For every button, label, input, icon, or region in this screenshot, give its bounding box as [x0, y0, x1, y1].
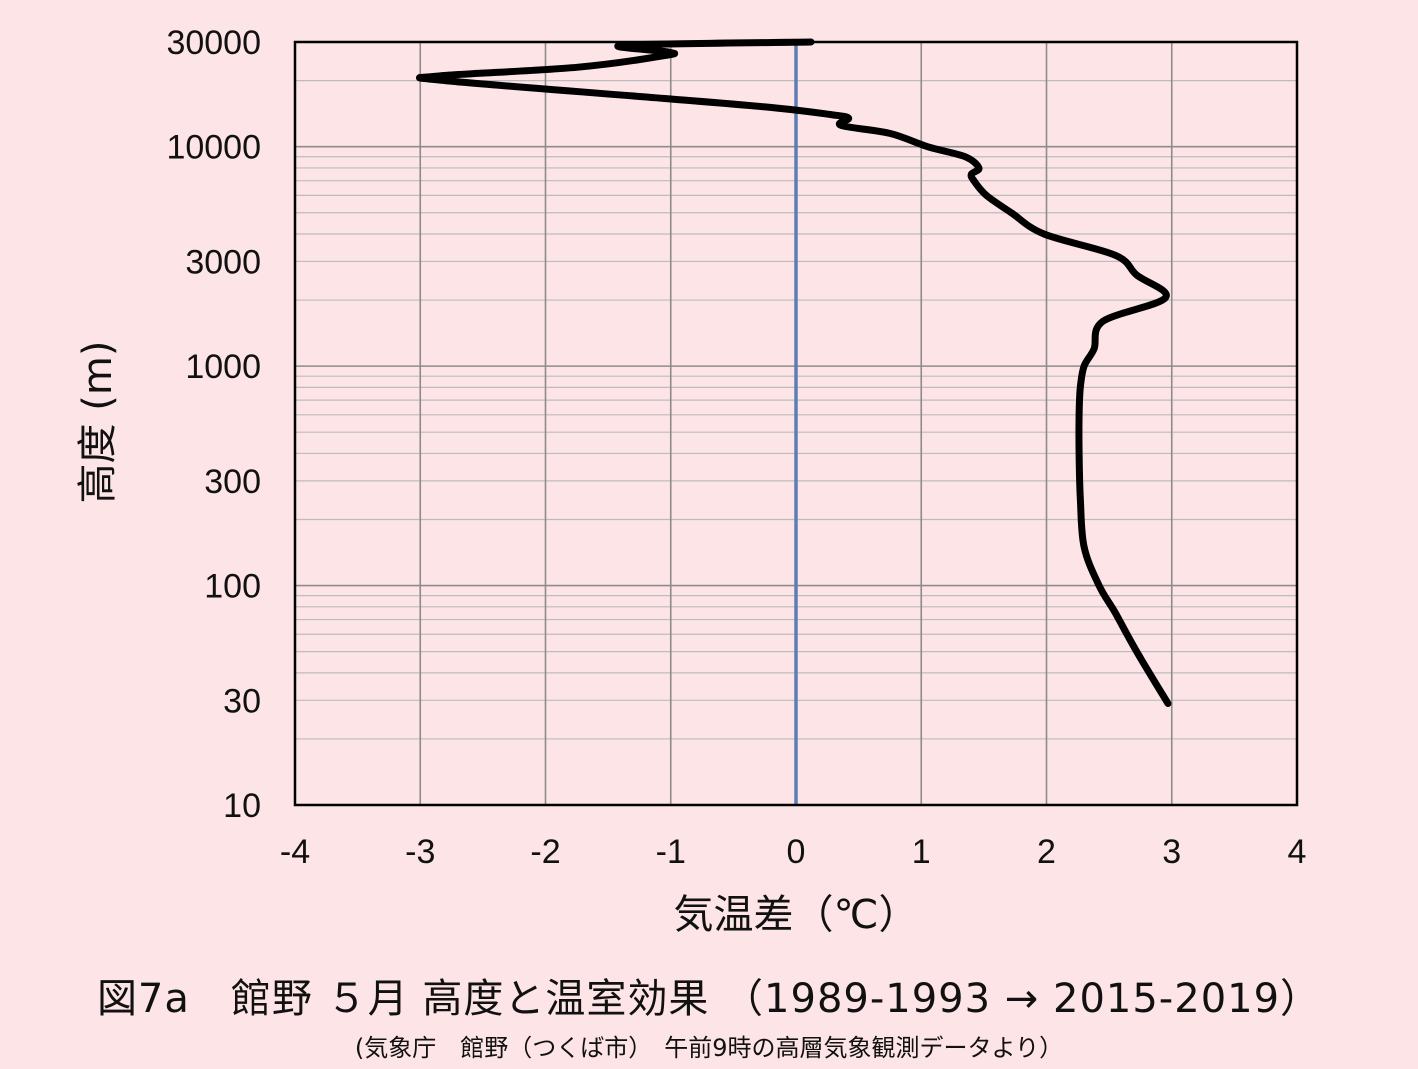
- x-tick-labels: -4 -3 -2 -1 0 1 2 3 4: [280, 833, 1307, 871]
- y-tick-label: 10: [223, 787, 261, 825]
- y-axis-title: 高度 (m): [75, 341, 121, 504]
- x-tick-label: -1: [656, 833, 686, 871]
- y-tick-label: 3000: [185, 243, 261, 281]
- x-tick-label: -4: [280, 833, 310, 871]
- figure-caption: 図7a 館野 ５月 高度と温室効果 （1989-1993 → 2015-2019…: [96, 976, 1322, 1022]
- x-tick-label: 0: [787, 833, 806, 871]
- x-tick-label: 4: [1288, 833, 1307, 871]
- y-tick-label: 1000: [185, 348, 261, 386]
- y-tick-label: 10000: [166, 129, 261, 167]
- y-tick-label: 30000: [166, 24, 261, 62]
- x-tick-label: -2: [530, 833, 560, 871]
- y-tick-label: 100: [204, 568, 261, 606]
- y-tick-label: 300: [204, 463, 261, 501]
- x-tick-label: 2: [1037, 833, 1056, 871]
- series-line: [416, 38, 1172, 707]
- figure-source: (気象庁 館野（つくば市） 午前9時の高層気象観測データより）: [354, 1034, 1064, 1062]
- y-tick-labels: 10 30 100 300 1000 3000 10000 30000: [166, 24, 261, 825]
- x-tick-label: 1: [912, 833, 931, 871]
- x-axis-title: 気温差（℃）: [674, 892, 919, 938]
- y-tick-label: 30: [223, 682, 261, 720]
- x-tick-label: 3: [1162, 833, 1181, 871]
- x-tick-label: -3: [405, 833, 435, 871]
